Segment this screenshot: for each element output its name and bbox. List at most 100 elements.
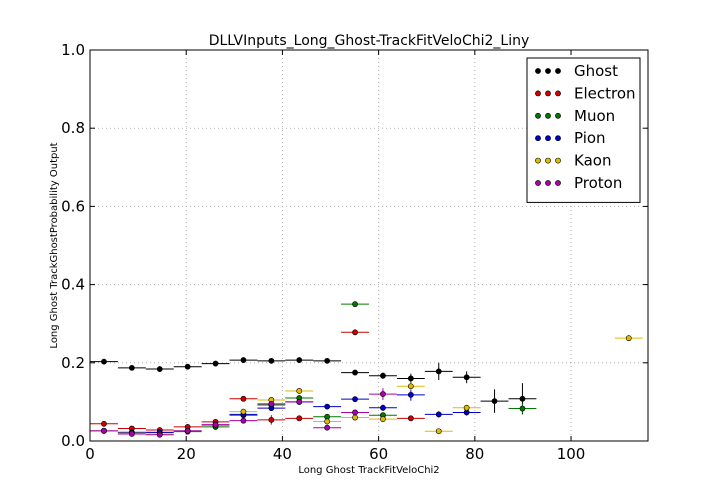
x-axis-label: Long Ghost TrackFitVeloChi2 xyxy=(298,465,439,476)
legend-marker xyxy=(555,68,561,74)
data-point xyxy=(407,375,414,382)
legend-marker xyxy=(545,157,551,164)
legend-label: Ghost xyxy=(574,62,618,80)
x-tick-label: 0 xyxy=(85,445,95,463)
data-point xyxy=(184,363,191,370)
plot-frame xyxy=(89,49,649,442)
data-point xyxy=(324,424,331,431)
data-point xyxy=(380,372,386,379)
legend-entry: Ghost xyxy=(535,62,618,80)
legend-entry: Kaon xyxy=(535,152,611,170)
legend-marker xyxy=(545,180,551,186)
legend-marker xyxy=(555,180,561,186)
data-point xyxy=(435,368,442,375)
data-point xyxy=(463,374,470,381)
data-point xyxy=(352,329,358,336)
series-ghost xyxy=(90,357,537,415)
x-tick-label: 100 xyxy=(557,445,586,463)
legend-marker xyxy=(535,157,541,164)
data-point xyxy=(463,404,470,411)
data-point xyxy=(352,396,358,403)
x-tick-label: 60 xyxy=(369,445,388,463)
legend-marker xyxy=(535,68,541,74)
data-point xyxy=(268,416,275,423)
legend-marker xyxy=(545,68,551,74)
series-layer xyxy=(90,301,643,438)
y-tick-label: 0.2 xyxy=(61,354,85,372)
legend-label: Proton xyxy=(574,174,622,192)
data-point xyxy=(352,301,358,308)
x-tick-label: 40 xyxy=(273,445,292,463)
data-point xyxy=(296,388,303,394)
x-tick-label: 20 xyxy=(177,445,196,463)
data-point xyxy=(407,415,414,422)
legend-entry: Proton xyxy=(535,174,622,192)
legend-marker xyxy=(545,135,551,142)
data-point xyxy=(380,391,386,397)
data-point xyxy=(212,360,219,367)
legend-marker xyxy=(535,112,541,119)
y-tick-label: 0.4 xyxy=(61,276,85,294)
data-point xyxy=(352,409,358,416)
legend-marker xyxy=(555,135,561,142)
legend-entry: Muon xyxy=(535,107,615,125)
legend-entry: Electron xyxy=(535,84,636,102)
data-point xyxy=(268,400,275,407)
data-point xyxy=(380,416,386,423)
legend-label: Electron xyxy=(574,84,636,102)
data-point xyxy=(268,357,275,364)
y-tick-label: 0.6 xyxy=(61,197,85,215)
y-tick-label: 0.0 xyxy=(61,432,85,450)
legend-marker xyxy=(555,90,561,97)
data-point xyxy=(380,404,386,411)
data-point xyxy=(352,369,358,376)
legend: Ghost Electron Muon Pion Kaon Proton xyxy=(526,57,641,203)
data-point xyxy=(296,398,303,405)
legend-label: Muon xyxy=(574,107,615,125)
chart-title: DLLVInputs_Long_Ghost-TrackFitVeloChi2_L… xyxy=(209,33,530,49)
data-point xyxy=(519,395,526,402)
data-point xyxy=(407,383,414,390)
data-point xyxy=(156,366,163,372)
data-point xyxy=(352,414,358,421)
data-point xyxy=(240,417,247,424)
series-proton xyxy=(90,388,397,438)
data-point xyxy=(491,398,498,405)
data-point xyxy=(184,427,191,434)
data-point xyxy=(240,408,247,415)
data-point xyxy=(101,358,107,365)
data-point xyxy=(212,421,219,428)
legend-label: Kaon xyxy=(574,152,611,170)
legend-marker xyxy=(555,157,561,164)
data-point xyxy=(435,411,442,418)
legend-marker xyxy=(535,135,541,142)
legend-box xyxy=(526,57,641,203)
legend-entry: Pion xyxy=(535,129,606,147)
data-point xyxy=(101,427,107,434)
legend-marker xyxy=(535,180,541,186)
legend-marker xyxy=(545,90,551,97)
series-electron xyxy=(90,329,425,433)
legend-label: Pion xyxy=(574,129,606,147)
y-axis-label: Long Ghost TrackGhostProbability Output xyxy=(49,142,60,348)
data-point xyxy=(519,405,526,412)
data-point xyxy=(625,335,632,342)
legend-marker xyxy=(535,90,541,97)
data-point xyxy=(296,415,303,422)
data-point xyxy=(324,418,331,425)
data-point xyxy=(240,357,247,363)
data-point xyxy=(407,391,414,398)
data-point xyxy=(324,403,331,410)
data-point xyxy=(296,357,303,363)
data-point xyxy=(128,364,135,371)
data-point xyxy=(128,431,135,437)
legend-marker xyxy=(555,112,561,119)
y-tick-label: 0.8 xyxy=(61,119,85,137)
x-tick-label: 80 xyxy=(465,445,484,463)
data-point xyxy=(101,420,107,427)
data-point xyxy=(156,431,163,438)
y-tick-label: 1.0 xyxy=(61,41,85,59)
data-point xyxy=(240,395,247,402)
ticks: 0 20 40 60 80 100 0.0 0.2 0.4 0.6 0.8 1.0 xyxy=(61,41,648,463)
